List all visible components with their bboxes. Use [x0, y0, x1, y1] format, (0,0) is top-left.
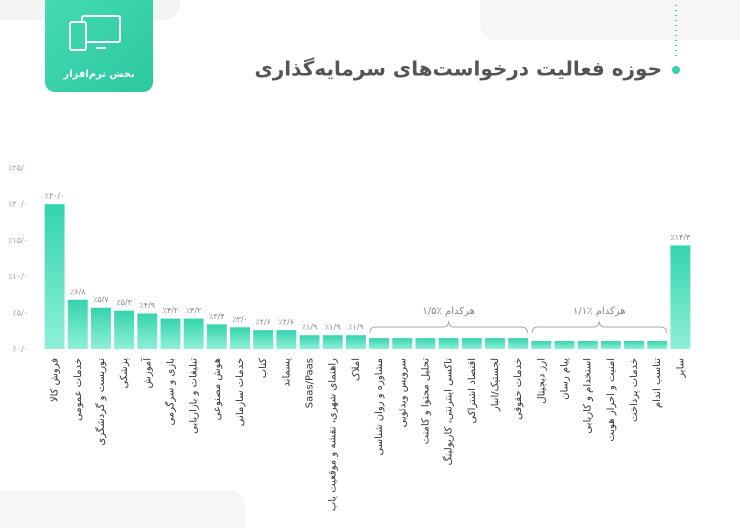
- bar: [392, 338, 413, 349]
- y-tick-label: ٪۱۰/۰: [8, 272, 28, 281]
- title: حوزه فعالیت درخواست‌های سرمایه‌گذاری: [254, 57, 662, 81]
- x-tick-label: لجستیک/انبار: [490, 358, 501, 412]
- x-tick-label: استخدام و کاریابی: [583, 358, 594, 434]
- annotation: هرکدام ٪۱/۵: [422, 306, 474, 317]
- bar: [90, 307, 111, 349]
- bar: [554, 341, 575, 349]
- bar: [345, 335, 366, 349]
- value-label: ٪۲۰/۰: [45, 192, 65, 201]
- x-tick-label: آموزش: [140, 357, 153, 389]
- value-label: ٪۱۴/۳: [670, 233, 691, 242]
- bar: [67, 299, 88, 349]
- x-tick-label: امنیت و احراز هویت: [606, 358, 617, 441]
- x-tick-label: پزشکی: [119, 358, 130, 389]
- icon: [69, 15, 121, 51]
- value-label: ٪۳/۴: [209, 312, 225, 321]
- bar: [369, 338, 390, 349]
- value-label: ٪۶/۸: [70, 287, 86, 296]
- bar: [183, 318, 204, 349]
- x-tick-label: خدمات حقوقی: [513, 358, 524, 420]
- y-tick-label: ٪۵/۰: [12, 308, 28, 317]
- x-tick-label: تناسب اندام: [652, 358, 663, 408]
- x-tick-label: ارز دیجیتال: [536, 358, 547, 404]
- x-tick-label: هوش مصنوعی: [212, 358, 223, 420]
- value-label: ٪۴/۹: [140, 301, 156, 310]
- bar: [624, 341, 645, 349]
- x-tick-label: مشاوره و روان شناسی: [374, 358, 385, 456]
- bar: [670, 245, 691, 349]
- bar: [600, 341, 621, 349]
- x-tick-label: سایر: [675, 358, 686, 379]
- bar: [485, 338, 505, 349]
- y-tick-label: ٪۰/۰: [12, 345, 28, 354]
- x-tick-label: راهنمای شهری، نقشه و موقعیت یاب: [328, 358, 339, 511]
- decor: [672, 66, 680, 74]
- bar: [230, 327, 250, 349]
- x-tick-label: تاکسی اینترنتی، کارپولینگ: [443, 358, 455, 466]
- value-label: ٪۴/۲: [186, 306, 202, 315]
- value-label: ٪۱/۹: [325, 323, 341, 332]
- value-label: ٪۵/۳: [116, 298, 132, 307]
- x-tick-label: خدمات پرداخت: [629, 358, 640, 422]
- x-tick-label: تحلیل محتوا و کامنت: [420, 358, 431, 444]
- bar: [276, 330, 297, 349]
- bar: [206, 324, 227, 349]
- bar: [531, 341, 552, 349]
- y-tick-label: ٪۲۰/۰: [8, 200, 28, 209]
- value-label: ٪۲/۶: [255, 318, 271, 327]
- decor: [480, 0, 740, 40]
- x-tick-label: املاک: [351, 358, 362, 381]
- bar: [299, 335, 320, 349]
- brace: [369, 320, 528, 334]
- x-tick-label: فروش کالا: [50, 358, 61, 402]
- x-tick-label: پیام رسان: [560, 358, 571, 400]
- bar: [438, 338, 459, 349]
- y-tick-label: ٪۲۵/۰: [8, 164, 28, 173]
- badge-text: بخش نرم‌افزار: [62, 69, 134, 80]
- decor: [0, 490, 245, 528]
- value-label: ٪۲/۶: [279, 318, 295, 327]
- value-label: ٪۳/۰: [232, 315, 248, 324]
- bar: [461, 338, 482, 349]
- x-tick-label: توریست و گردشگری: [95, 358, 107, 446]
- x-tick-label: Saas/Paas: [305, 358, 316, 408]
- value-label: ٪۱/۹: [302, 323, 318, 332]
- bar: [114, 310, 135, 349]
- value-label: ٪۱/۹: [348, 323, 364, 332]
- bar: [322, 335, 343, 349]
- x-tick-label: تبلیغات و بازاریابی: [189, 358, 200, 434]
- bar: [577, 341, 598, 349]
- x-tick-label: کتاب: [258, 358, 269, 378]
- bar: [137, 313, 158, 349]
- y-tick-label: ٪۱۵/۰: [8, 236, 28, 245]
- x-tick-label: خدمات عمومی: [73, 358, 84, 421]
- x-tick-label: اقتصاد اشتراکی: [467, 358, 478, 424]
- value-label: ٪۴/۲: [163, 306, 179, 315]
- brace: [531, 320, 668, 334]
- bar: [160, 318, 181, 349]
- value-label: ٪۵/۷: [93, 295, 109, 304]
- x-tick-label: خدمات سازمانی: [235, 358, 246, 426]
- bar: [508, 338, 529, 349]
- x-tick-label: پسماند: [281, 358, 292, 387]
- bar: [44, 204, 65, 349]
- x-tick-label: بازی و سرگرمی: [164, 358, 176, 426]
- bar: [647, 341, 668, 349]
- bar: [415, 338, 436, 349]
- bar: [253, 330, 274, 349]
- annotation: هرکدام ٪۱/۱: [573, 306, 625, 317]
- x-tick-label: سرویس ویدئویی: [397, 358, 408, 427]
